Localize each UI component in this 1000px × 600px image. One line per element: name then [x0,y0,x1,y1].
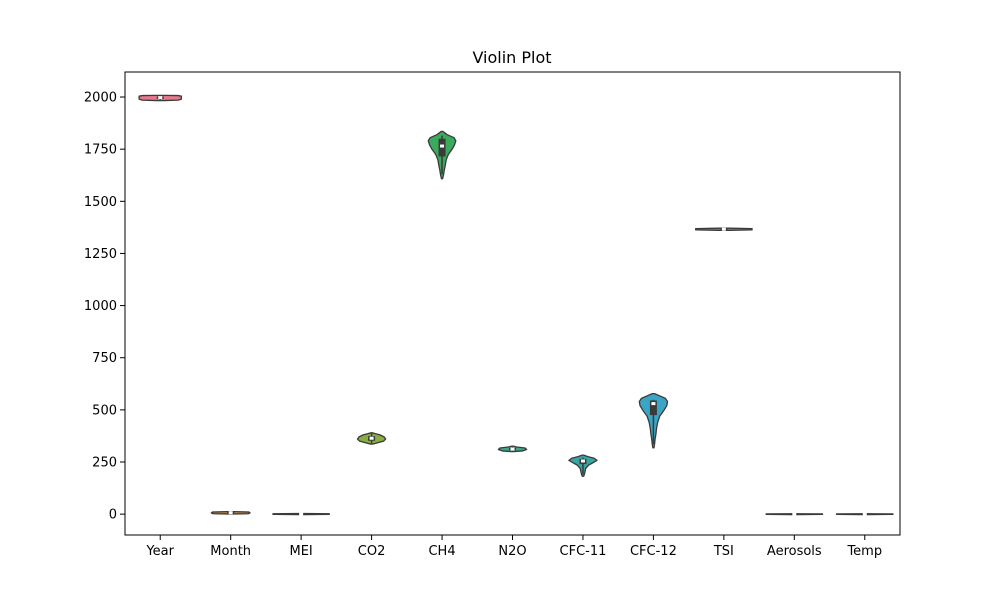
violin-median [792,512,797,516]
y-tick-label: 1750 [84,143,117,158]
violin-median [510,447,515,451]
violin-median [369,436,374,440]
violin-median [228,511,233,515]
y-tick-label: 250 [92,456,117,471]
x-axis: Year Month MEI CO2 CH4 N2O CFC-11 CFC-12 TSI Aero… [145,535,882,559]
chart-title: Violin Plot [472,48,551,67]
violin-median [299,512,304,516]
violin-median [651,402,656,406]
violin-median [580,459,585,463]
x-tick-label: CFC-12 [630,544,677,559]
violin-median [440,144,445,148]
x-tick-label: CH4 [428,544,455,559]
x-tick-label: Month [210,544,251,559]
y-tick-label: 500 [92,403,117,418]
x-tick-label: N2O [498,544,526,559]
x-tick-label: CO2 [358,544,386,559]
violin-iqr-box [438,138,446,157]
y-tick-label: 750 [92,351,117,366]
y-tick-label: 1250 [84,247,117,262]
violin-median [721,227,726,231]
x-tick-label: MEI [290,544,313,559]
violin-iqr-box [649,400,657,416]
violin-median [158,96,163,100]
y-tick-label: 1500 [84,195,117,210]
x-tick-label: Aerosols [767,544,822,559]
y-tick-label: 1000 [84,299,117,314]
violin-median [862,512,867,516]
plot-frame [124,71,901,536]
y-tick-label: 0 [109,508,117,523]
y-axis: 0 250 500 750 1000 1250 1500 1750 2000 [84,91,125,523]
x-tick-label: CFC-11 [560,544,607,559]
violins-layer [138,94,894,516]
x-tick-label: Year [145,544,174,559]
x-tick-label: TSI [713,544,734,559]
x-tick-label: Temp [846,544,882,559]
y-tick-label: 2000 [84,91,117,106]
